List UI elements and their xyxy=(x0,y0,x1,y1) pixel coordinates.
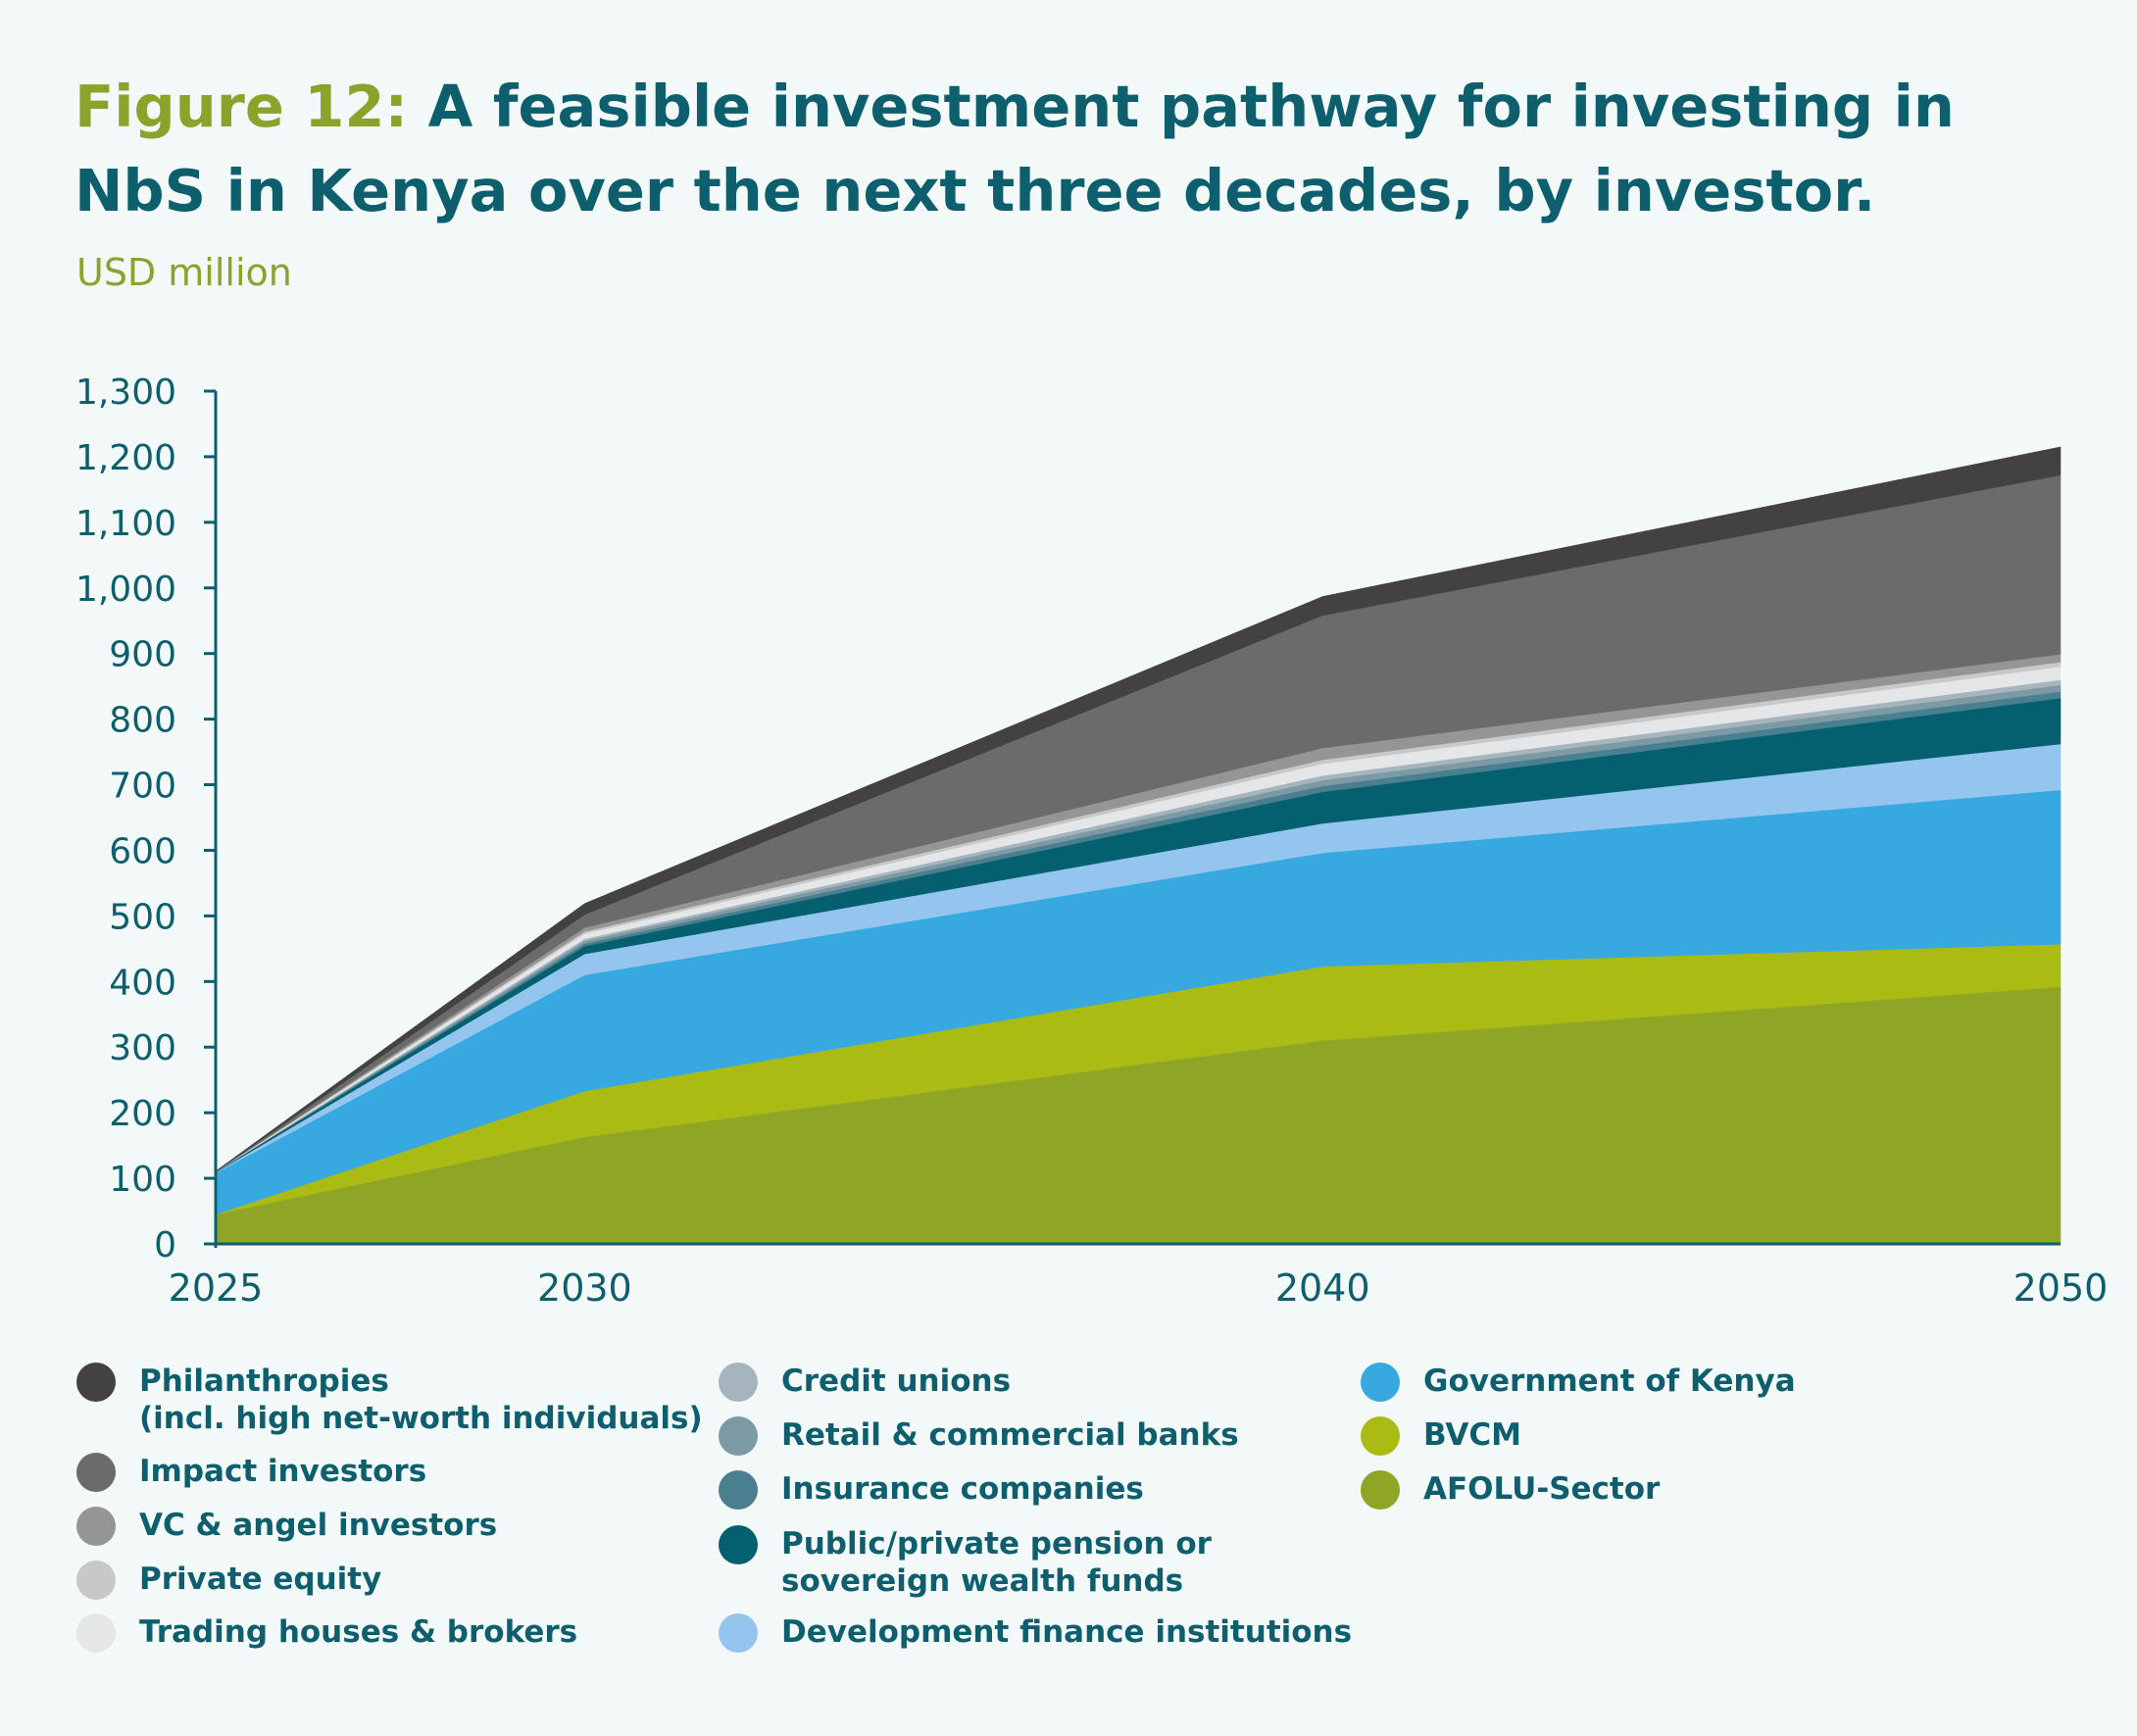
x-tick-label: 2025 xyxy=(169,1266,264,1310)
y-tick-label: 900 xyxy=(109,635,176,675)
y-tick-label: 1,300 xyxy=(75,372,176,413)
figure-number: Figure 12: xyxy=(75,73,409,140)
x-tick-label: 2030 xyxy=(537,1266,632,1310)
y-tick-label: 600 xyxy=(109,831,176,871)
x-tick-label: 2040 xyxy=(1275,1266,1370,1310)
chart-title: Figure 12: A feasible investment pathway… xyxy=(75,65,2055,233)
y-tick-label: 800 xyxy=(109,701,176,741)
y-tick-label: 1,000 xyxy=(75,570,176,610)
y-tick-label: 300 xyxy=(109,1028,176,1068)
y-tick-label: 1,200 xyxy=(75,438,176,478)
y-tick-label: 200 xyxy=(109,1094,176,1134)
y-tick-label: 500 xyxy=(109,897,176,937)
y-tick-label: 0 xyxy=(154,1225,176,1265)
area-philanthropies-incl-high-net-worth-individuals xyxy=(215,446,2062,1172)
figure-title: A feasible investment pathway for invest… xyxy=(75,73,1955,224)
y-tick-label: 100 xyxy=(109,1160,176,1200)
unit-label: USD million xyxy=(76,251,292,294)
y-tick-label: 1,100 xyxy=(75,504,176,544)
y-tick-label: 400 xyxy=(109,963,176,1003)
x-tick-label: 2050 xyxy=(2013,1266,2109,1310)
y-tick-label: 700 xyxy=(109,767,176,807)
